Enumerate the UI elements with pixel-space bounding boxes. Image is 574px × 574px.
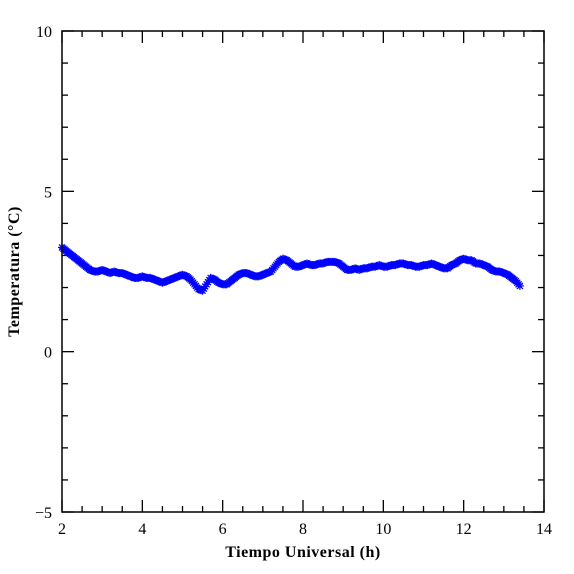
x-tick-label: 14 — [536, 521, 552, 538]
x-axis-title: Tiempo Universal (h) — [225, 544, 380, 561]
y-axis-ticks — [62, 30, 544, 513]
data-points — [58, 243, 524, 295]
x-tick-label: 10 — [375, 521, 391, 538]
data-point — [515, 281, 524, 290]
x-axis-ticks — [61, 31, 545, 512]
y-axis-tick-labels: −5 0 5 10 — [35, 24, 52, 522]
x-axis-tick-labels: 2 4 6 8 10 12 14 — [58, 521, 552, 538]
plot-frame — [61, 30, 545, 513]
x-tick-label: 2 — [58, 521, 66, 538]
y-tick-label: 10 — [36, 24, 52, 41]
x-tick-label: 6 — [219, 521, 227, 538]
y-tick-label: 0 — [44, 345, 52, 362]
x-tick-label: 8 — [299, 521, 307, 538]
y-axis-title: Temperatura (°C) — [6, 206, 23, 337]
y-tick-label: −5 — [35, 505, 52, 522]
x-tick-label: 12 — [456, 521, 472, 538]
y-tick-label: 5 — [44, 184, 52, 201]
x-tick-label: 4 — [138, 521, 146, 538]
